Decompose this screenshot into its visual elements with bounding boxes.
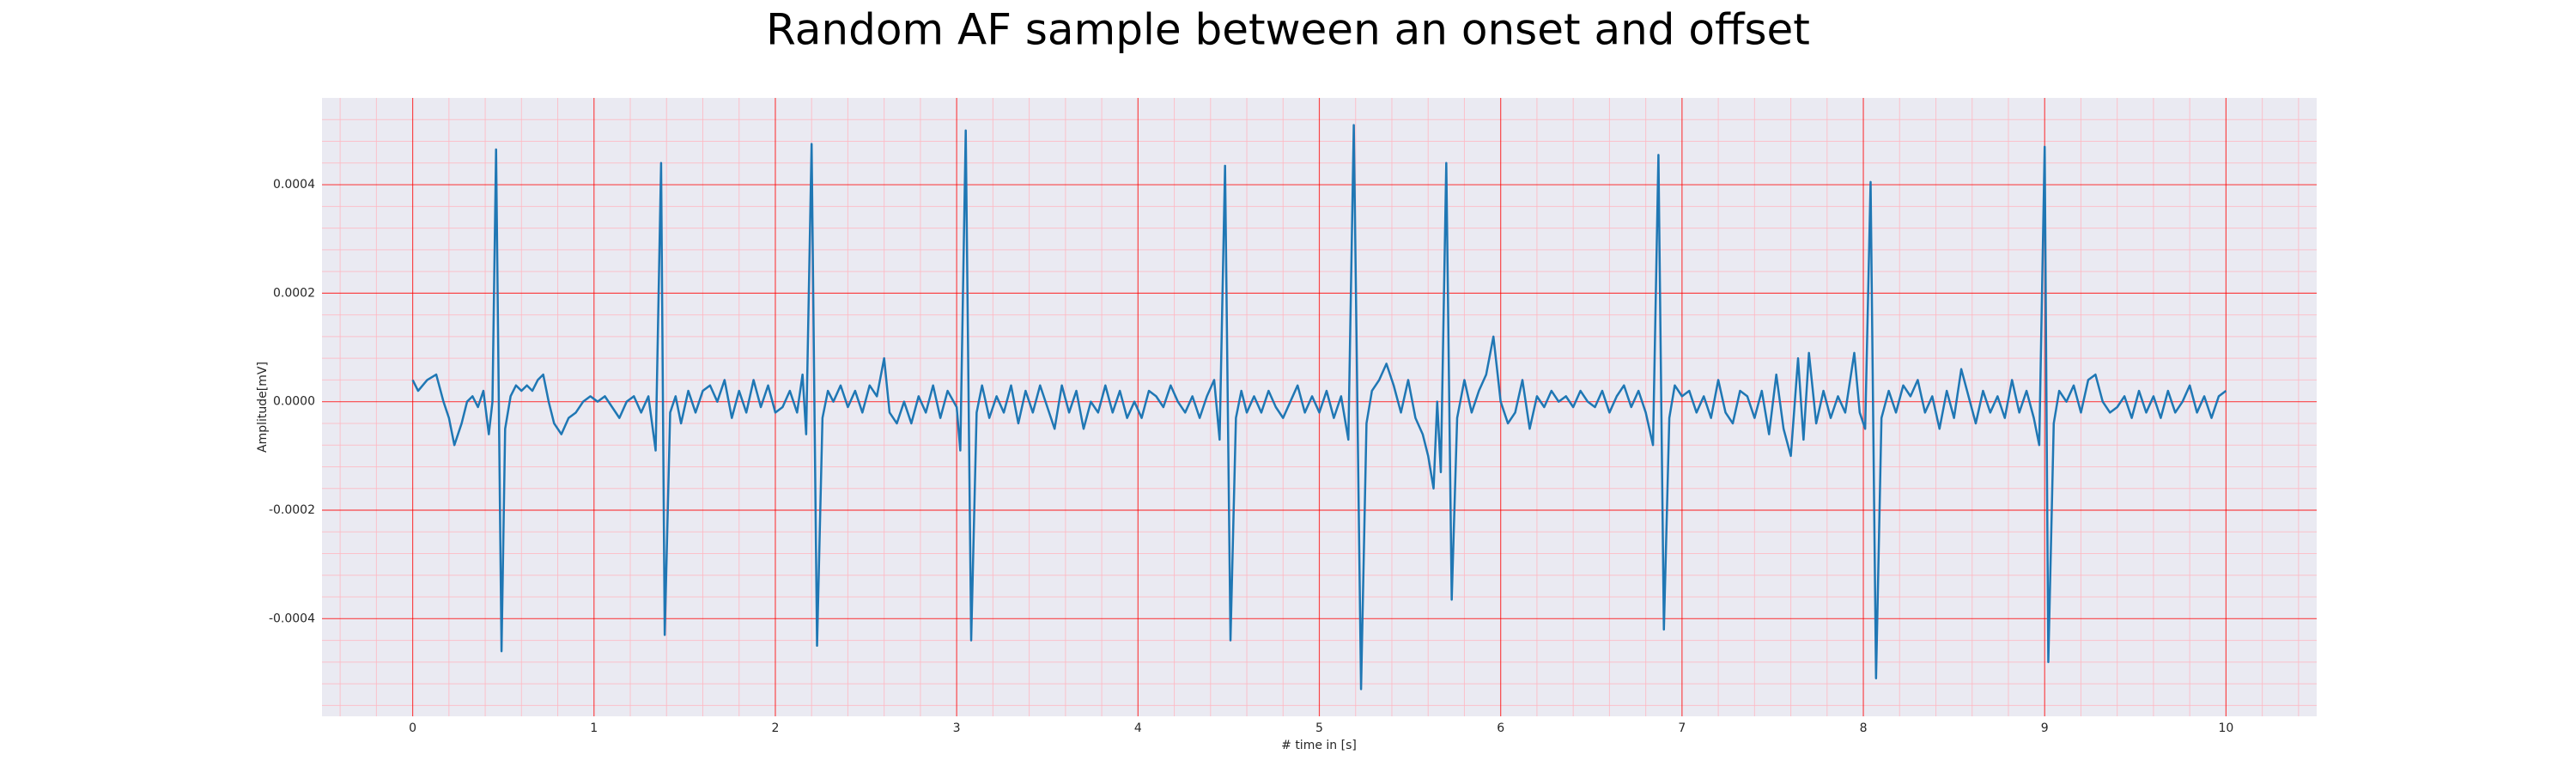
x-tick-label: 5 <box>1315 721 1323 735</box>
y-tick-label: 0.0000 <box>273 395 315 409</box>
plot-area <box>322 98 2317 716</box>
chart-title: Random AF sample between an onset and of… <box>766 5 1810 55</box>
x-tick-label: 10 <box>2218 721 2233 735</box>
y-tick-label: 0.0004 <box>273 178 315 192</box>
y-tick-label: -0.0004 <box>269 612 315 625</box>
y-tick-label: 0.0002 <box>273 286 315 300</box>
x-tick-label: 4 <box>1134 721 1142 735</box>
x-tick-label: 8 <box>1860 721 1868 735</box>
x-tick-label: 2 <box>771 721 779 735</box>
x-axis-label: # time in [s] <box>1281 739 1357 752</box>
x-tick-label: 9 <box>2041 721 2049 735</box>
x-tick-label: 6 <box>1497 721 1504 735</box>
x-tick-label: 3 <box>953 721 961 735</box>
y-axis-label: Amplitude[mV] <box>256 362 270 453</box>
series-line <box>411 124 2227 691</box>
x-tick-label: 1 <box>590 721 598 735</box>
x-tick-label: 0 <box>409 721 416 735</box>
x-tick-label: 7 <box>1678 721 1686 735</box>
y-tick-label: -0.0002 <box>269 503 315 517</box>
